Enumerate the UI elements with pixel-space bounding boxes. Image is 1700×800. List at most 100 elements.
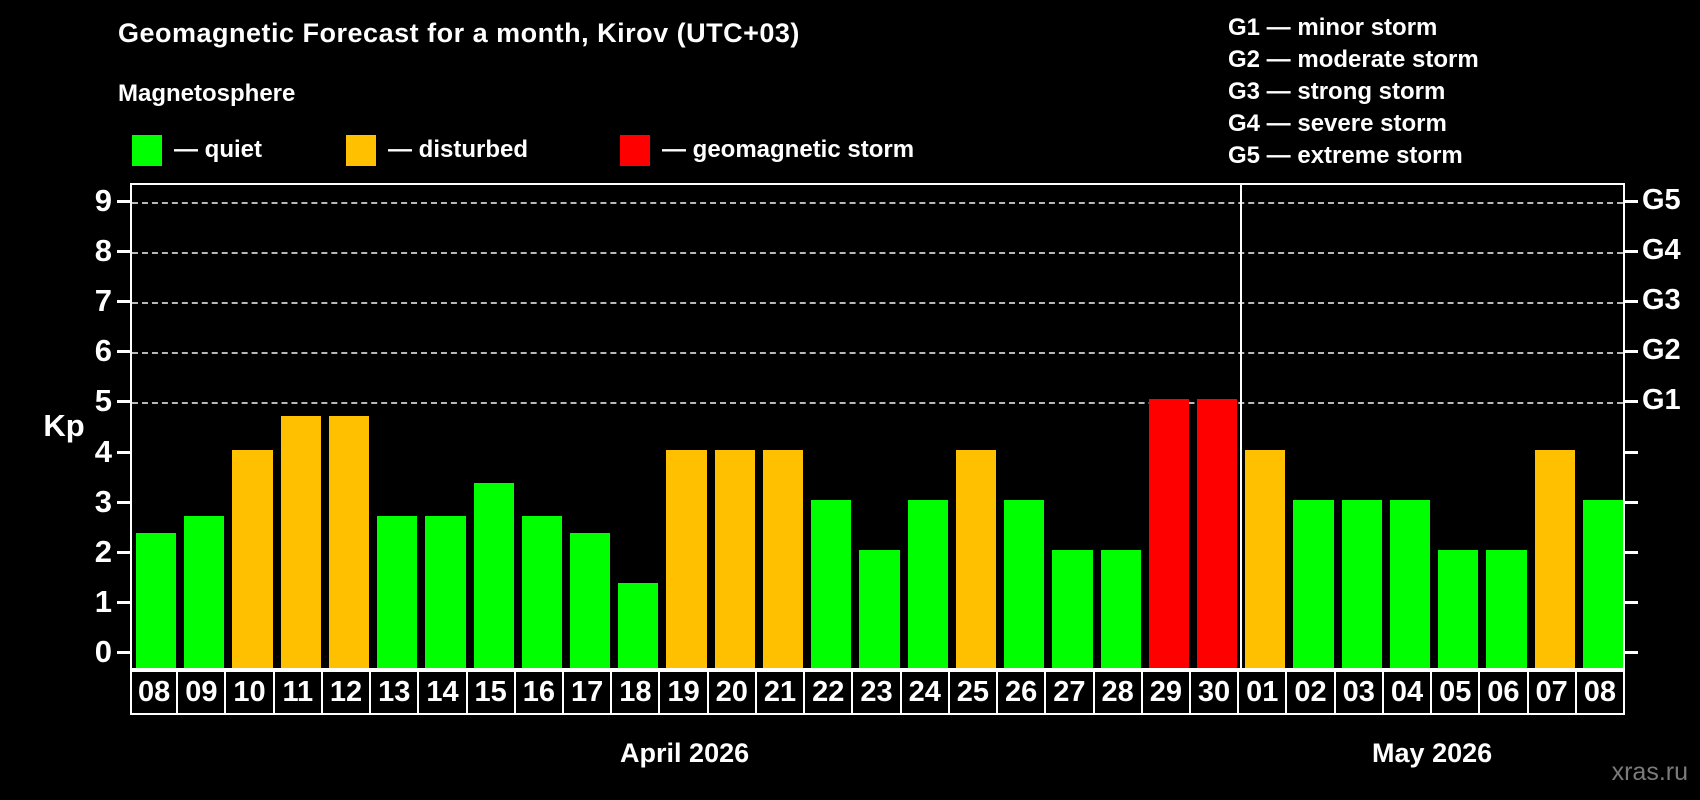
kp-bar-april-20 (714, 449, 755, 668)
left-tick-kp-3 (117, 500, 130, 504)
y-axis-tick-label-6: 6 (94, 333, 112, 369)
xras-watermark: xras.ru (1611, 758, 1688, 786)
kp-bar-april-13 (377, 516, 418, 668)
day-label-april-13: 13 (369, 670, 420, 715)
month-label-april: April 2026 (620, 738, 750, 768)
kp-bar-may-05 (1438, 549, 1479, 668)
gridline-kp-8 (132, 252, 1623, 255)
right-tick-kp-5 (1625, 400, 1638, 404)
kp-bar-may-06 (1486, 549, 1527, 668)
page-title: Geomagnetic Forecast for a month, Kirov … (118, 18, 800, 48)
right-axis-label-g4: G4 (1642, 234, 1681, 267)
kp-bar-april-17 (570, 533, 611, 668)
day-label-april-30: 30 (1188, 670, 1240, 715)
g5-legend-line: G5 — extreme storm (1228, 142, 1463, 169)
month-separator (1240, 185, 1243, 668)
kp-bar-may-08 (1582, 499, 1623, 668)
left-tick-kp-6 (117, 350, 130, 354)
legend-item-quiet: — quiet (132, 132, 262, 168)
g2-legend-line: G2 — moderate storm (1228, 46, 1479, 73)
gridline-kp-6 (132, 352, 1623, 355)
left-tick-kp-4 (117, 450, 130, 454)
right-tick-kp-1 (1625, 600, 1638, 604)
day-label-april-17: 17 (562, 670, 613, 715)
right-axis-label-g1: G1 (1642, 384, 1681, 417)
day-label-may-05: 05 (1430, 670, 1481, 715)
day-label-april-22: 22 (803, 670, 854, 715)
day-label-may-06: 06 (1478, 670, 1529, 715)
kp-bar-april-08 (136, 533, 177, 668)
left-tick-kp-8 (117, 250, 130, 254)
right-tick-kp-8 (1625, 250, 1638, 254)
right-tick-kp-2 (1625, 550, 1638, 554)
day-label-may-04: 04 (1381, 670, 1433, 715)
day-label-may-08: 08 (1574, 670, 1625, 715)
left-tick-kp-2 (117, 550, 130, 554)
day-label-april-09: 09 (176, 670, 227, 715)
day-label-april-23: 23 (851, 670, 902, 715)
kp-bar-april-27 (1052, 549, 1093, 668)
g-scale-legend: G1 — minor storm G2 — moderate storm G3 … (1228, 12, 1479, 172)
y-axis-tick-label-4: 4 (94, 433, 112, 469)
legend-label-storm: — geomagnetic storm (662, 136, 915, 163)
day-label-april-24: 24 (899, 670, 950, 715)
left-tick-kp-0 (117, 651, 130, 654)
quiet-color-swatch (132, 134, 162, 166)
right-tick-kp-3 (1625, 500, 1638, 504)
y-axis-tick-label-1: 1 (94, 583, 112, 619)
kp-bar-april-26 (1004, 499, 1045, 668)
y-axis-tick-label-8: 8 (94, 233, 112, 269)
left-tick-kp-9 (117, 200, 130, 203)
y-axis-tick-label-7: 7 (94, 283, 112, 319)
kp-bar-april-12 (328, 415, 370, 668)
y-axis-tick-label-9: 9 (94, 183, 112, 218)
left-tick-kp-1 (117, 600, 130, 604)
kp-bar-april-21 (762, 449, 804, 668)
day-label-april-19: 19 (658, 670, 709, 715)
gridline-kp-5 (132, 402, 1623, 405)
level-legend: — quiet — disturbed — geomagnetic storm (0, 128, 1220, 168)
magnetosphere-subtitle: Magnetosphere (118, 80, 296, 107)
day-label-april-27: 27 (1044, 670, 1095, 715)
kp-bar-april-23 (859, 549, 900, 668)
y-axis-tick-label-5: 5 (94, 383, 112, 419)
kp-bar-april-15 (473, 483, 514, 668)
day-label-may-02: 02 (1285, 670, 1336, 715)
day-label-april-21: 21 (754, 670, 806, 715)
kp-bar-april-14 (425, 516, 466, 668)
kp-bar-april-24 (907, 499, 948, 668)
right-axis-label-g3: G3 (1642, 284, 1681, 317)
day-label-april-08: 08 (130, 670, 179, 715)
right-axis-label-g2: G2 (1642, 334, 1681, 367)
kp-bar-april-16 (521, 516, 563, 668)
gridline-kp-9 (132, 202, 1623, 204)
day-label-april-20: 20 (706, 670, 757, 715)
right-tick-kp-4 (1625, 450, 1638, 454)
g3-legend-line: G3 — strong storm (1228, 78, 1446, 105)
g4-legend-line: G4 — severe storm (1228, 110, 1447, 137)
day-label-may-03: 03 (1333, 670, 1384, 715)
day-label-april-28: 28 (1092, 670, 1143, 715)
kp-bar-may-01 (1245, 449, 1286, 668)
right-axis-label-g5: G5 (1642, 184, 1681, 216)
plot-area (130, 183, 1625, 670)
legend-label-disturbed: — disturbed (388, 136, 529, 163)
day-label-april-15: 15 (465, 670, 516, 715)
gridline-kp-7 (132, 302, 1623, 305)
day-label-april-16: 16 (513, 670, 565, 715)
kp-bar-may-07 (1534, 449, 1575, 668)
day-label-april-12: 12 (320, 670, 372, 715)
kp-bar-april-29 (1148, 399, 1189, 668)
kp-bar-april-30 (1196, 399, 1238, 668)
left-tick-kp-5 (117, 400, 130, 404)
y-axis-title-kp: Kp (43, 408, 85, 443)
day-label-april-10: 10 (224, 670, 275, 715)
day-label-april-11: 11 (272, 670, 323, 715)
day-label-april-25: 25 (947, 670, 999, 715)
right-tick-kp-9 (1625, 200, 1638, 203)
kp-bar-april-22 (811, 499, 852, 668)
disturbed-color-swatch (346, 134, 376, 166)
legend-item-storm: — geomagnetic storm (620, 132, 914, 168)
kp-bar-may-03 (1341, 499, 1382, 668)
